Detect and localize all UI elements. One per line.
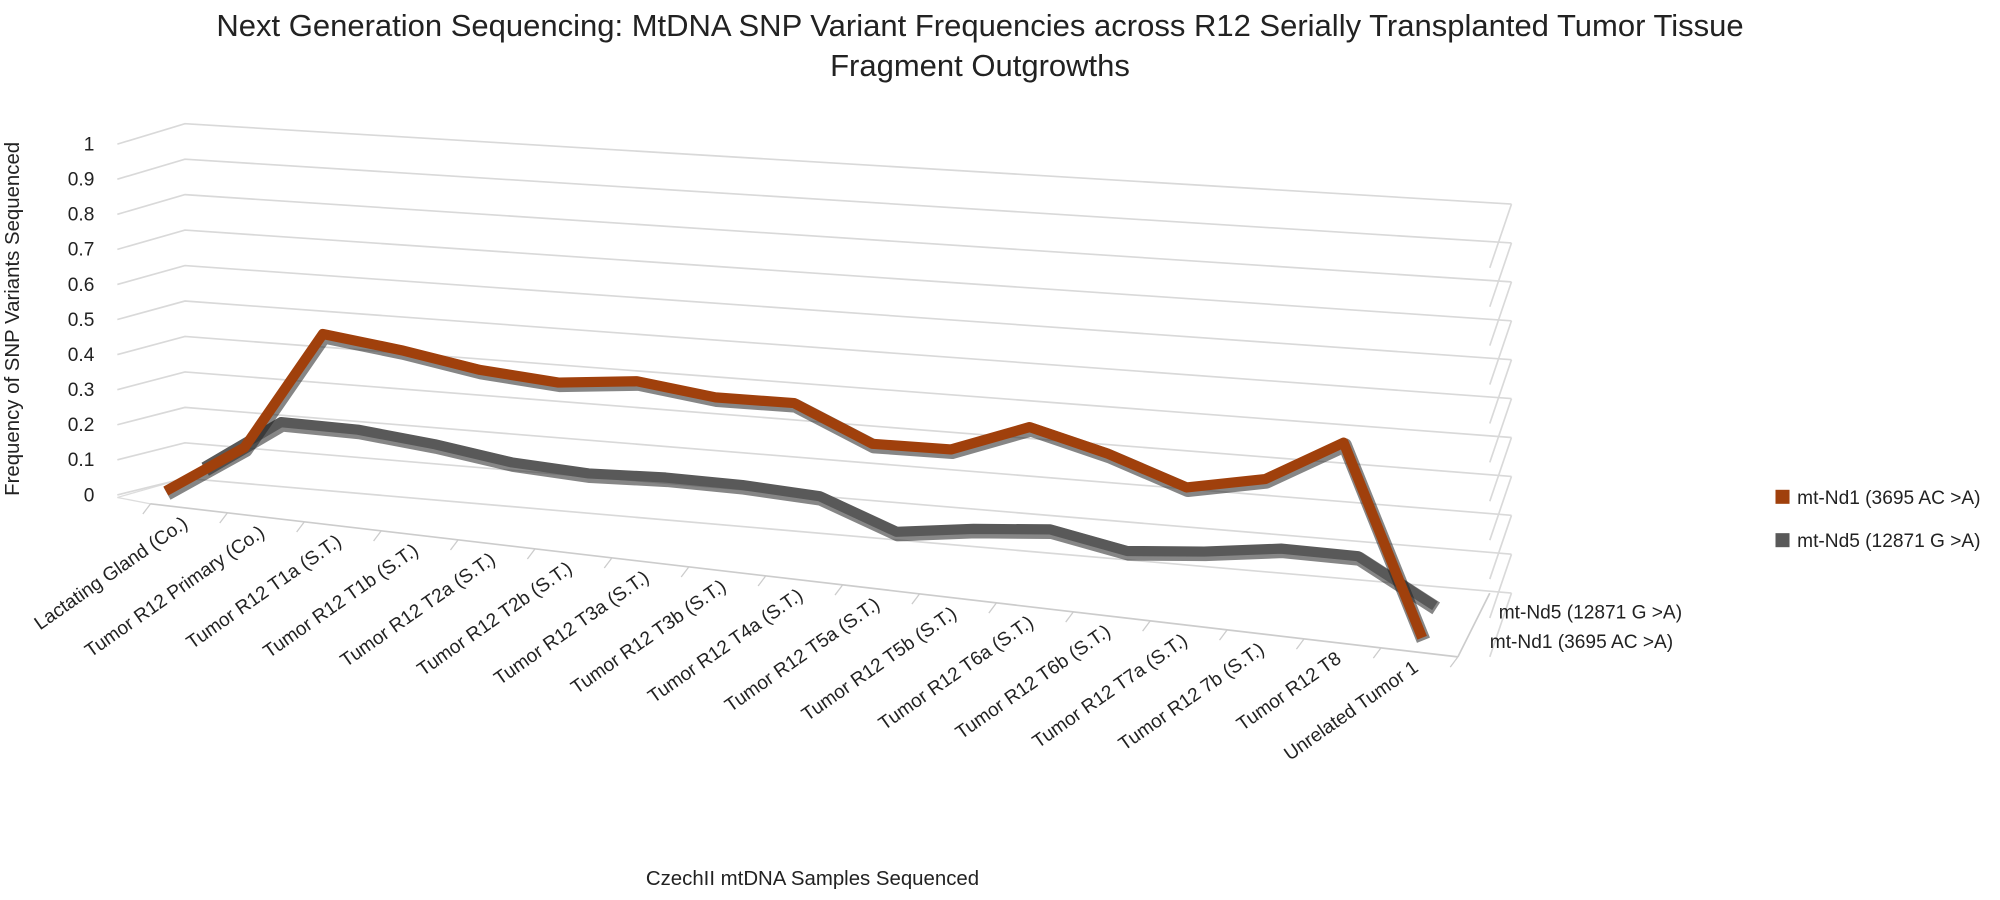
x-tick	[1372, 647, 1382, 659]
x-tick	[142, 503, 152, 515]
depth-label: mt-Nd5 (12871 G >A)	[1499, 603, 1682, 624]
x-tick-label: Tumor R12 7b (S.T.)	[1115, 639, 1268, 755]
legend-swatch	[1775, 533, 1790, 548]
x-tick	[834, 584, 844, 596]
y-tick-label: 0.4	[68, 345, 95, 366]
grid-line	[117, 406, 1512, 517]
x-tick	[1065, 611, 1074, 623]
x-tick	[911, 593, 921, 605]
x-tick-label: Tumor R12 T1b (S.T.)	[260, 540, 423, 663]
y-tick-label: 0.2	[68, 415, 95, 436]
grid-line	[117, 229, 1512, 322]
x-tick	[988, 602, 997, 614]
grid-line	[117, 193, 1512, 283]
grid-line	[117, 264, 1512, 361]
y-tick-label: 0.7	[68, 240, 95, 261]
grid-line	[117, 300, 1512, 400]
x-tick	[1219, 629, 1228, 641]
x-tick-label: Tumor R12 Primary (Co.)	[81, 522, 268, 662]
depth-axis	[1457, 592, 1491, 658]
side-grid	[1488, 242, 1513, 308]
y-tick-label: 1	[84, 135, 95, 156]
chart-title: Next Generation Sequencing: MtDNA SNP Va…	[216, 8, 1744, 83]
depth-label: mt-Nd1 (3695 AC >A)	[1490, 632, 1673, 653]
y-tick-label: 0.1	[68, 450, 95, 471]
x-tick-label: Tumor R12 T1a (S.T.)	[183, 531, 346, 654]
x-tick-label: Tumor R12 T5b (S.T.)	[798, 603, 961, 726]
x-tick-label: Tumor R12 T5a (S.T.)	[721, 594, 884, 717]
x-tick-label: Tumor R12 T2b (S.T.)	[414, 558, 577, 681]
legend-swatch	[1775, 489, 1790, 504]
grid-line	[117, 158, 1512, 244]
x-tick	[1142, 620, 1151, 632]
x-tick	[373, 530, 382, 542]
legend-label: mt-Nd5 (12871 G >A)	[1797, 531, 1980, 552]
y-tick-label: 0.3	[68, 380, 95, 401]
x-tick	[219, 512, 228, 524]
series-shadow	[201, 417, 1441, 615]
side-grid	[1488, 203, 1513, 269]
side-grid	[1488, 320, 1513, 385]
series-line	[201, 417, 1438, 611]
x-tick-label: Tumor R12 T3b (S.T.)	[567, 576, 730, 699]
grid-line	[117, 335, 1512, 439]
side-grid	[1488, 592, 1513, 658]
x-tick	[680, 566, 690, 578]
x-tick	[757, 575, 767, 587]
legend-label: mt-Nd1 (3695 AC >A)	[1797, 488, 1980, 509]
y-tick-label: 0.8	[68, 205, 95, 226]
side-grid	[1488, 359, 1513, 424]
x-tick-label: Tumor R12 T4a (S.T.)	[644, 585, 807, 708]
x-tick	[296, 521, 305, 533]
x-tick	[1295, 638, 1305, 650]
x-tick	[603, 557, 613, 569]
plot: Frequency of SNP Variants Sequenced Czec…	[2, 122, 1981, 890]
x-tick-label: Tumor R12 T2a (S.T.)	[337, 549, 500, 672]
x-tick	[526, 548, 536, 560]
x-axis-title: CzechII mtDNA Samples Sequenced	[646, 868, 979, 890]
y-tick-label: 0	[84, 485, 95, 506]
grid-line	[117, 442, 1512, 556]
side-grid	[1488, 476, 1513, 541]
side-grid	[1488, 281, 1513, 346]
y-tick-label: 0.6	[68, 275, 95, 296]
side-grid	[1488, 515, 1513, 580]
x-tick	[449, 539, 459, 551]
x-tick-label: Tumor R12 T6a (S.T.)	[875, 612, 1038, 735]
side-grid	[1488, 398, 1513, 463]
x-tick-label: Tumor R12 T3a (S.T.)	[491, 567, 654, 690]
x-axis	[150, 502, 1458, 658]
side-grid	[1488, 437, 1513, 502]
y-tick-label: 0.9	[68, 170, 95, 191]
x-tick	[1449, 656, 1459, 668]
series-line	[163, 328, 1427, 640]
x-tick-label: Tumor R12 T7a (S.T.)	[1029, 630, 1192, 753]
x-tick-label: Tumor R12 T6b (S.T.)	[952, 621, 1115, 744]
x-tick-label: Lactating Gland (Co.)	[31, 513, 192, 634]
y-tick-label: 0.5	[68, 310, 95, 331]
y-axis-title: Frequency of SNP Variants Sequenced	[2, 142, 24, 496]
grid-line	[117, 122, 1512, 205]
side-grid	[1488, 553, 1513, 619]
